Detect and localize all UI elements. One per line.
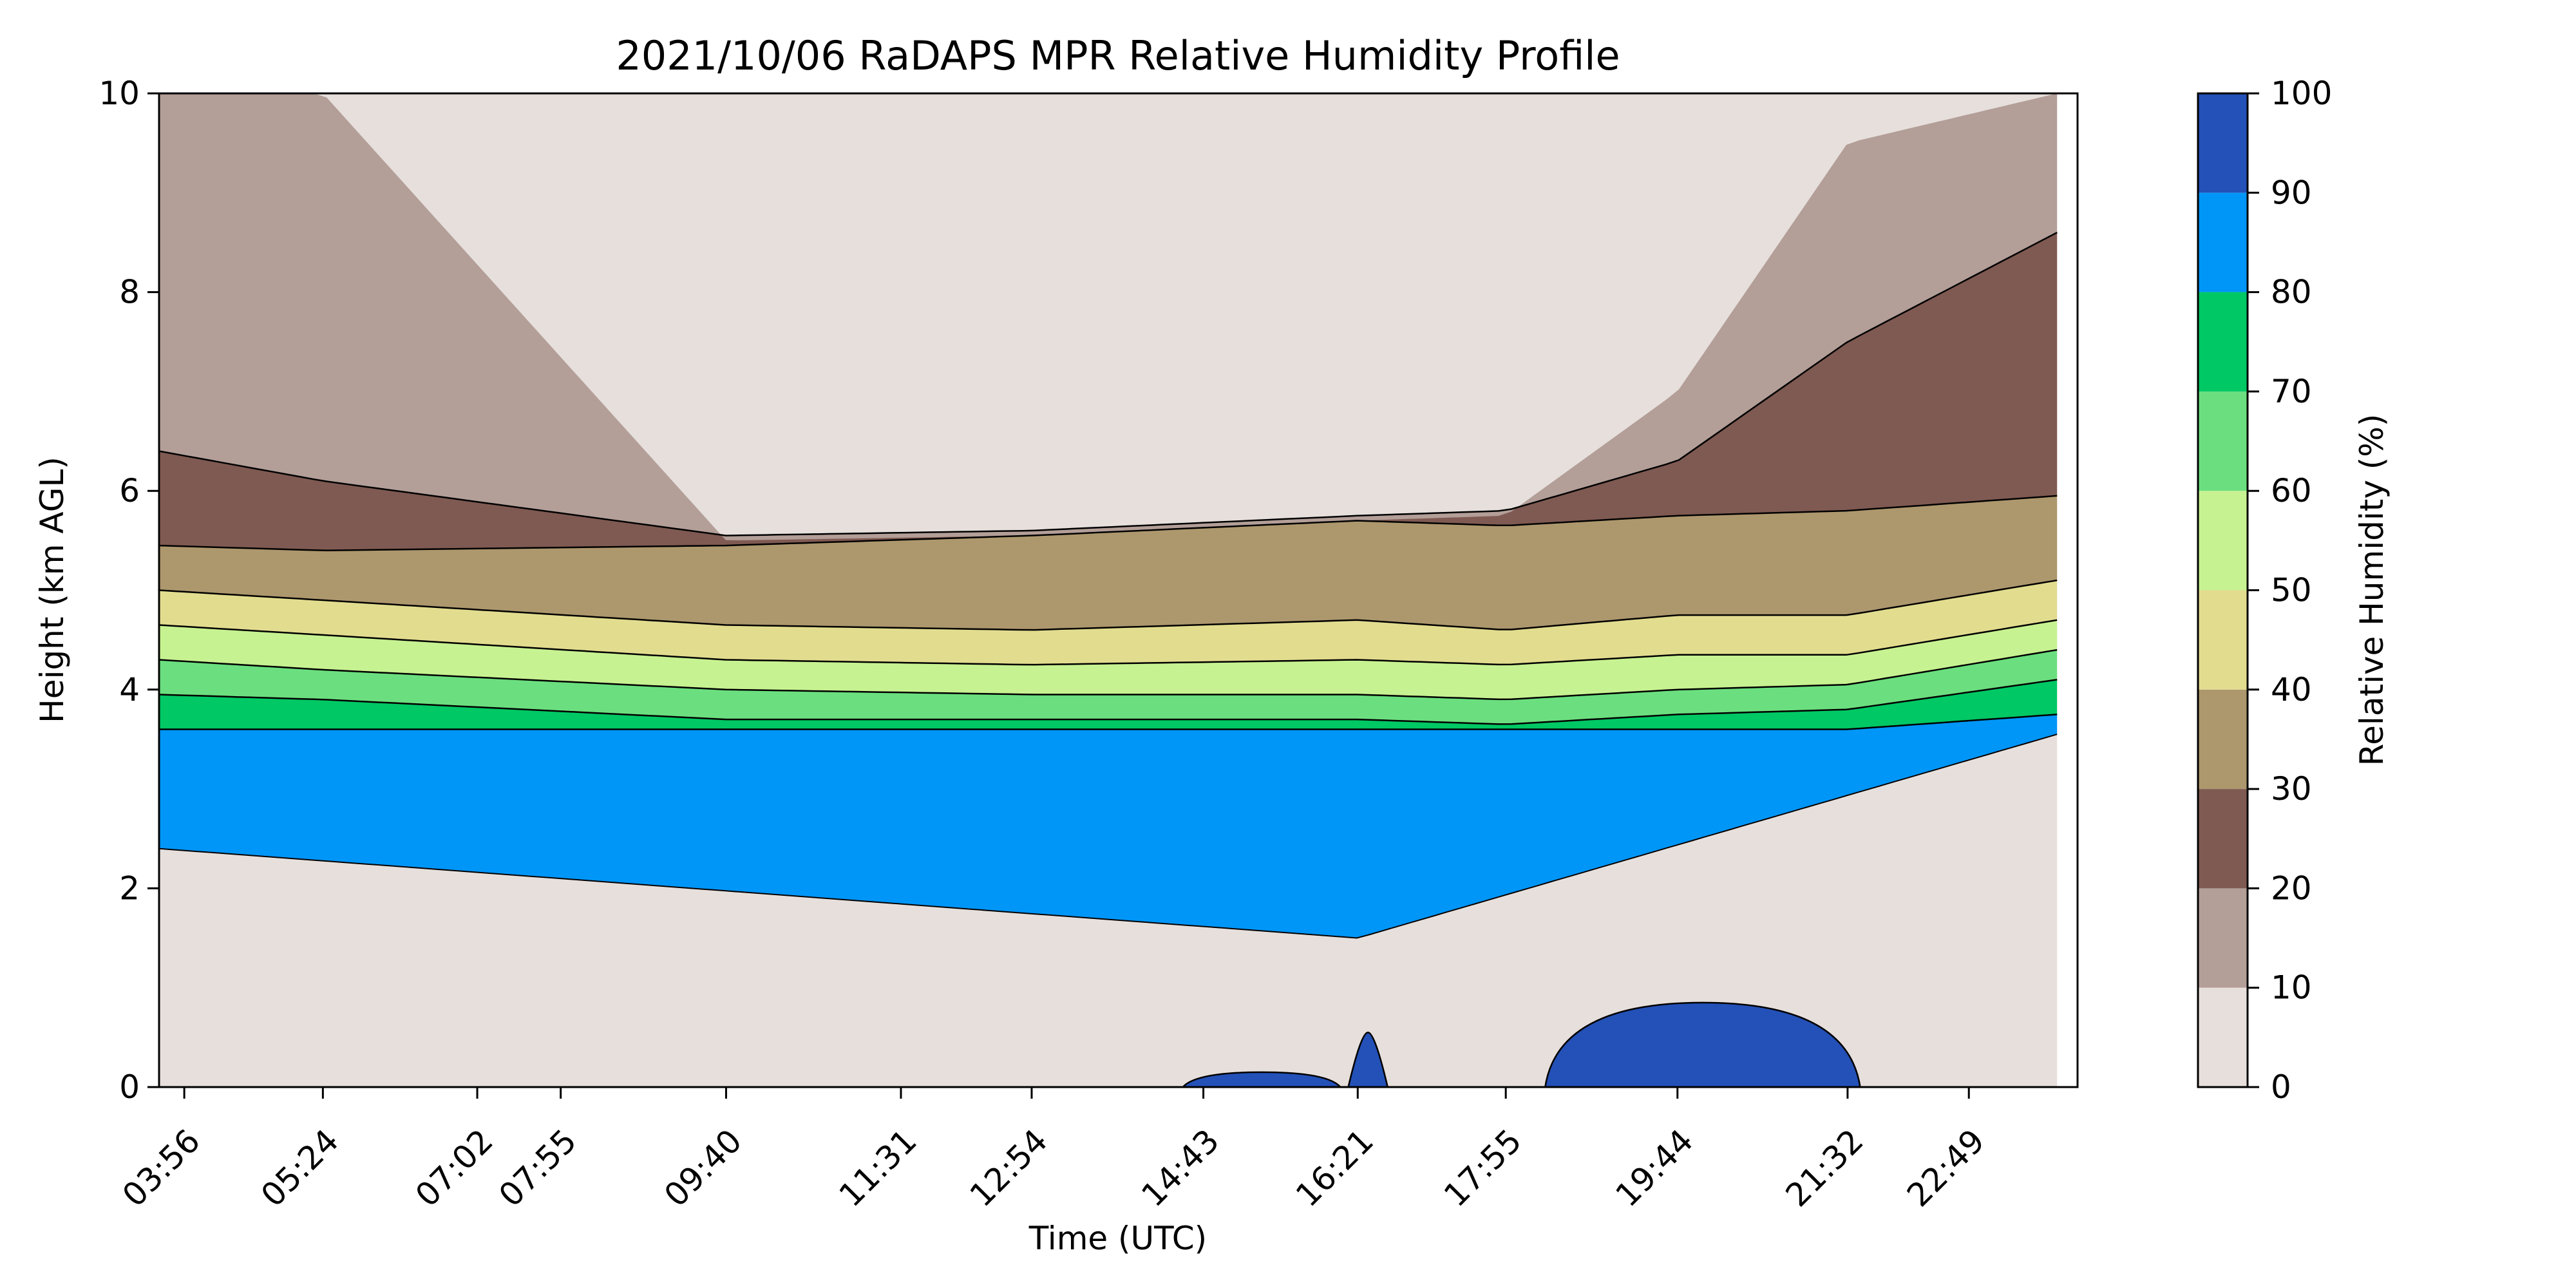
colorbar-tick-label: 40 <box>2271 671 2312 708</box>
contour-band-80-90 <box>159 714 2058 938</box>
colorbar-label: Relative Humidity (%) <box>2353 414 2391 766</box>
x-tick-label: 07:55 <box>492 1122 584 1214</box>
y-axis: 0 2 4 6 8 10 <box>99 75 159 1106</box>
colorbar-tick-label: 50 <box>2271 572 2312 609</box>
contour-lines <box>159 231 2058 939</box>
colorbar-tick-label: 70 <box>2271 373 2312 410</box>
colorbar-swatch <box>2198 292 2248 392</box>
contour-line-lower-edge <box>159 734 2058 939</box>
colorbar-tick-label: 20 <box>2271 869 2312 907</box>
y-tick-label: 2 <box>119 869 140 907</box>
contour-band-40-50 <box>159 580 2058 665</box>
colorbar-swatch <box>2198 789 2248 889</box>
colorbar-swatch <box>2198 93 2248 193</box>
surface-patch-1 <box>1347 1031 1389 1087</box>
surface-patch-0 <box>1182 1071 1342 1087</box>
y-tick-label: 0 <box>119 1068 140 1106</box>
contour-band-50-60 <box>159 620 2058 699</box>
contour-line-rh30_top <box>159 231 2058 536</box>
x-tick-label: 19:44 <box>1609 1122 1701 1214</box>
y-axis-label: Height (km AGL) <box>33 457 71 723</box>
x-tick-label: 11:31 <box>832 1122 924 1214</box>
colorbar-swatch <box>2198 689 2248 790</box>
plot-area <box>158 92 2079 1088</box>
colorbar-swatch <box>2198 590 2248 690</box>
colorbar-tick-label: 60 <box>2271 472 2312 509</box>
y-tick-label: 4 <box>119 671 140 708</box>
contour-band-30-40 <box>159 495 2058 630</box>
contour-band-70-80 <box>159 679 2058 730</box>
x-tick-label: 22:49 <box>1900 1122 1992 1214</box>
contour-line-rh40_top <box>159 495 2058 551</box>
colorbar-swatch <box>2198 888 2248 988</box>
contour-line-rh60_top <box>159 619 2058 666</box>
contour-band-60-70 <box>159 650 2058 724</box>
x-axis-label: Time (UTC) <box>1028 1220 1207 1257</box>
x-tick-label: 07:02 <box>408 1122 500 1214</box>
colorbar-tick-label: 30 <box>2271 770 2312 808</box>
colorbar-tick-label: 100 <box>2271 75 2332 112</box>
x-tick-label: 03:56 <box>115 1122 207 1214</box>
y-tick-label: 8 <box>119 274 140 311</box>
surface-patch-2 <box>1544 1001 1861 1087</box>
contour-line-rh70_top <box>159 649 2058 701</box>
colorbar-swatch <box>2198 491 2248 591</box>
colorbar-tick-label: 80 <box>2271 274 2312 311</box>
x-tick-label: 14:43 <box>1134 1122 1226 1214</box>
y-tick-label: 10 <box>99 75 140 112</box>
x-tick-label: 05:24 <box>254 1122 346 1214</box>
contour-band-10-20 <box>159 93 2058 540</box>
plot-frame <box>158 92 2079 1088</box>
x-tick-label: 09:40 <box>657 1122 749 1214</box>
colorbar-tick-label: 0 <box>2271 1068 2291 1106</box>
x-tick-label: 16:21 <box>1289 1122 1381 1214</box>
colorbar-swatch <box>2198 987 2248 1087</box>
contour-line-rh50_top <box>159 579 2058 631</box>
colorbar-tick-label: 90 <box>2271 174 2312 211</box>
colorbar-tick-label: 10 <box>2271 969 2312 1007</box>
x-tick-label: 21:32 <box>1779 1122 1871 1214</box>
contour-fills <box>159 93 2058 1087</box>
chart-title: 2021/10/06 RaDAPS MPR Relative Humidity … <box>616 32 1620 79</box>
contour-line-rh90_top <box>159 714 2058 730</box>
y-tick-label: 6 <box>119 472 140 509</box>
colorbar-swatch <box>2198 193 2248 292</box>
x-tick-label: 12:54 <box>963 1122 1055 1214</box>
x-tick-label: 17:55 <box>1437 1122 1529 1214</box>
contour-line-rh80_top <box>159 679 2058 725</box>
colorbar-swatch <box>2198 391 2248 491</box>
colorbar: 0 10 20 30 40 50 60 70 80 90 100 <box>2197 75 2332 1106</box>
contour-band-20-30 <box>159 232 2058 551</box>
